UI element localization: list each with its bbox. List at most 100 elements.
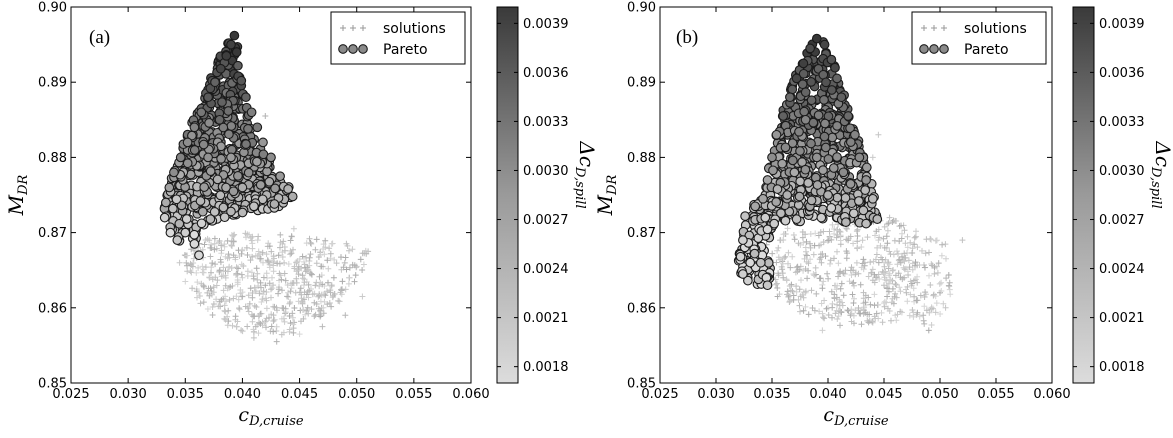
solution-point [860,306,867,313]
pareto-point [159,212,170,223]
solution-point [260,288,267,295]
legend-pareto-label: Pareto [964,42,1009,58]
solution-point [805,267,812,274]
legend-plus-marker [340,25,346,31]
solution-point [287,320,294,327]
solution-point [282,310,289,317]
pareto-point [252,156,262,167]
solution-point [296,256,303,262]
solution-point [899,230,905,237]
solution-point [220,287,227,294]
solution-point [803,258,810,265]
solution-point [790,296,797,303]
solution-point [894,261,901,268]
solution-point [901,258,908,265]
solution-point [244,268,251,275]
pareto-point [196,218,207,229]
solution-point [322,237,329,244]
solution-point [196,289,202,296]
solution-point [934,269,941,276]
pareto-point [210,77,220,88]
solution-point [885,265,892,272]
solution-point [252,288,259,295]
solution-point [871,291,878,298]
solution-point [843,236,850,243]
pareto-point [811,152,822,163]
solution-point [259,296,266,303]
solution-point [243,244,250,251]
solution-point [269,257,276,264]
solution-point [792,269,799,276]
solution-point [870,258,877,265]
colorbar-tick-label: 0.0039 [1099,17,1145,32]
pareto-point [204,118,214,128]
solution-point [327,287,334,294]
pareto-point [767,152,777,163]
solution-point [339,278,346,285]
solution-point [236,305,243,312]
solution-point [257,255,264,262]
pareto-point [203,92,213,103]
legend-circle-marker [939,44,949,54]
solution-point [316,283,323,290]
pareto-point [161,197,171,208]
pareto-point [803,178,814,188]
legend-plus-marker [941,25,947,31]
solution-point [265,240,272,247]
pareto-point [769,218,780,229]
pareto-point [221,182,231,193]
pareto-point [198,139,209,150]
solution-point [270,312,277,319]
solution-point [228,232,235,238]
solution-point [784,225,791,232]
pareto-point [231,47,242,57]
pareto-point [826,85,837,95]
colorbar-tick-label: 0.0033 [523,115,569,130]
solution-point [817,275,824,282]
y-tick-label: 0.90 [38,1,67,16]
solution-point [316,273,323,280]
solution-point [228,242,235,248]
solution-point [849,291,856,298]
solution-point [871,302,878,309]
solution-point [213,296,220,303]
solution-point [774,285,781,291]
solution-point [238,271,245,278]
pareto-point [798,68,809,79]
solution-point [277,231,284,238]
solution-point [260,274,267,281]
solution-point [297,285,304,292]
solution-point [184,252,191,259]
solution-point [301,279,308,286]
pareto-point [205,166,216,176]
solution-point [910,309,917,316]
solution-point [255,248,262,255]
solution-point [266,280,273,287]
solution-point [327,250,334,257]
solution-point [833,234,840,241]
pareto-point [214,114,225,125]
solution-point [833,307,840,314]
solution-point [839,299,845,306]
solution-point [238,261,245,268]
solution-point [896,238,903,245]
x-tick-label: 0.030 [697,387,734,402]
solution-point [854,244,861,251]
x-tick-label: 0.060 [452,387,489,402]
solution-point [827,260,833,267]
pareto-point [872,214,883,224]
pareto-point [850,129,860,140]
colorbar-tick-label: 0.0021 [523,311,569,326]
solution-point [324,288,330,295]
colorbar-label: ΔcD,spill [572,140,599,208]
solution-point [222,253,229,260]
solution-point [881,244,888,251]
solution-point [321,251,328,258]
solution-point [902,254,909,261]
colorbar-tick-label: 0.0039 [523,17,569,32]
pareto-point [229,30,240,41]
colorbar-tick-label: 0.0027 [523,213,569,228]
solution-point [252,252,259,259]
solution-point [840,270,847,277]
